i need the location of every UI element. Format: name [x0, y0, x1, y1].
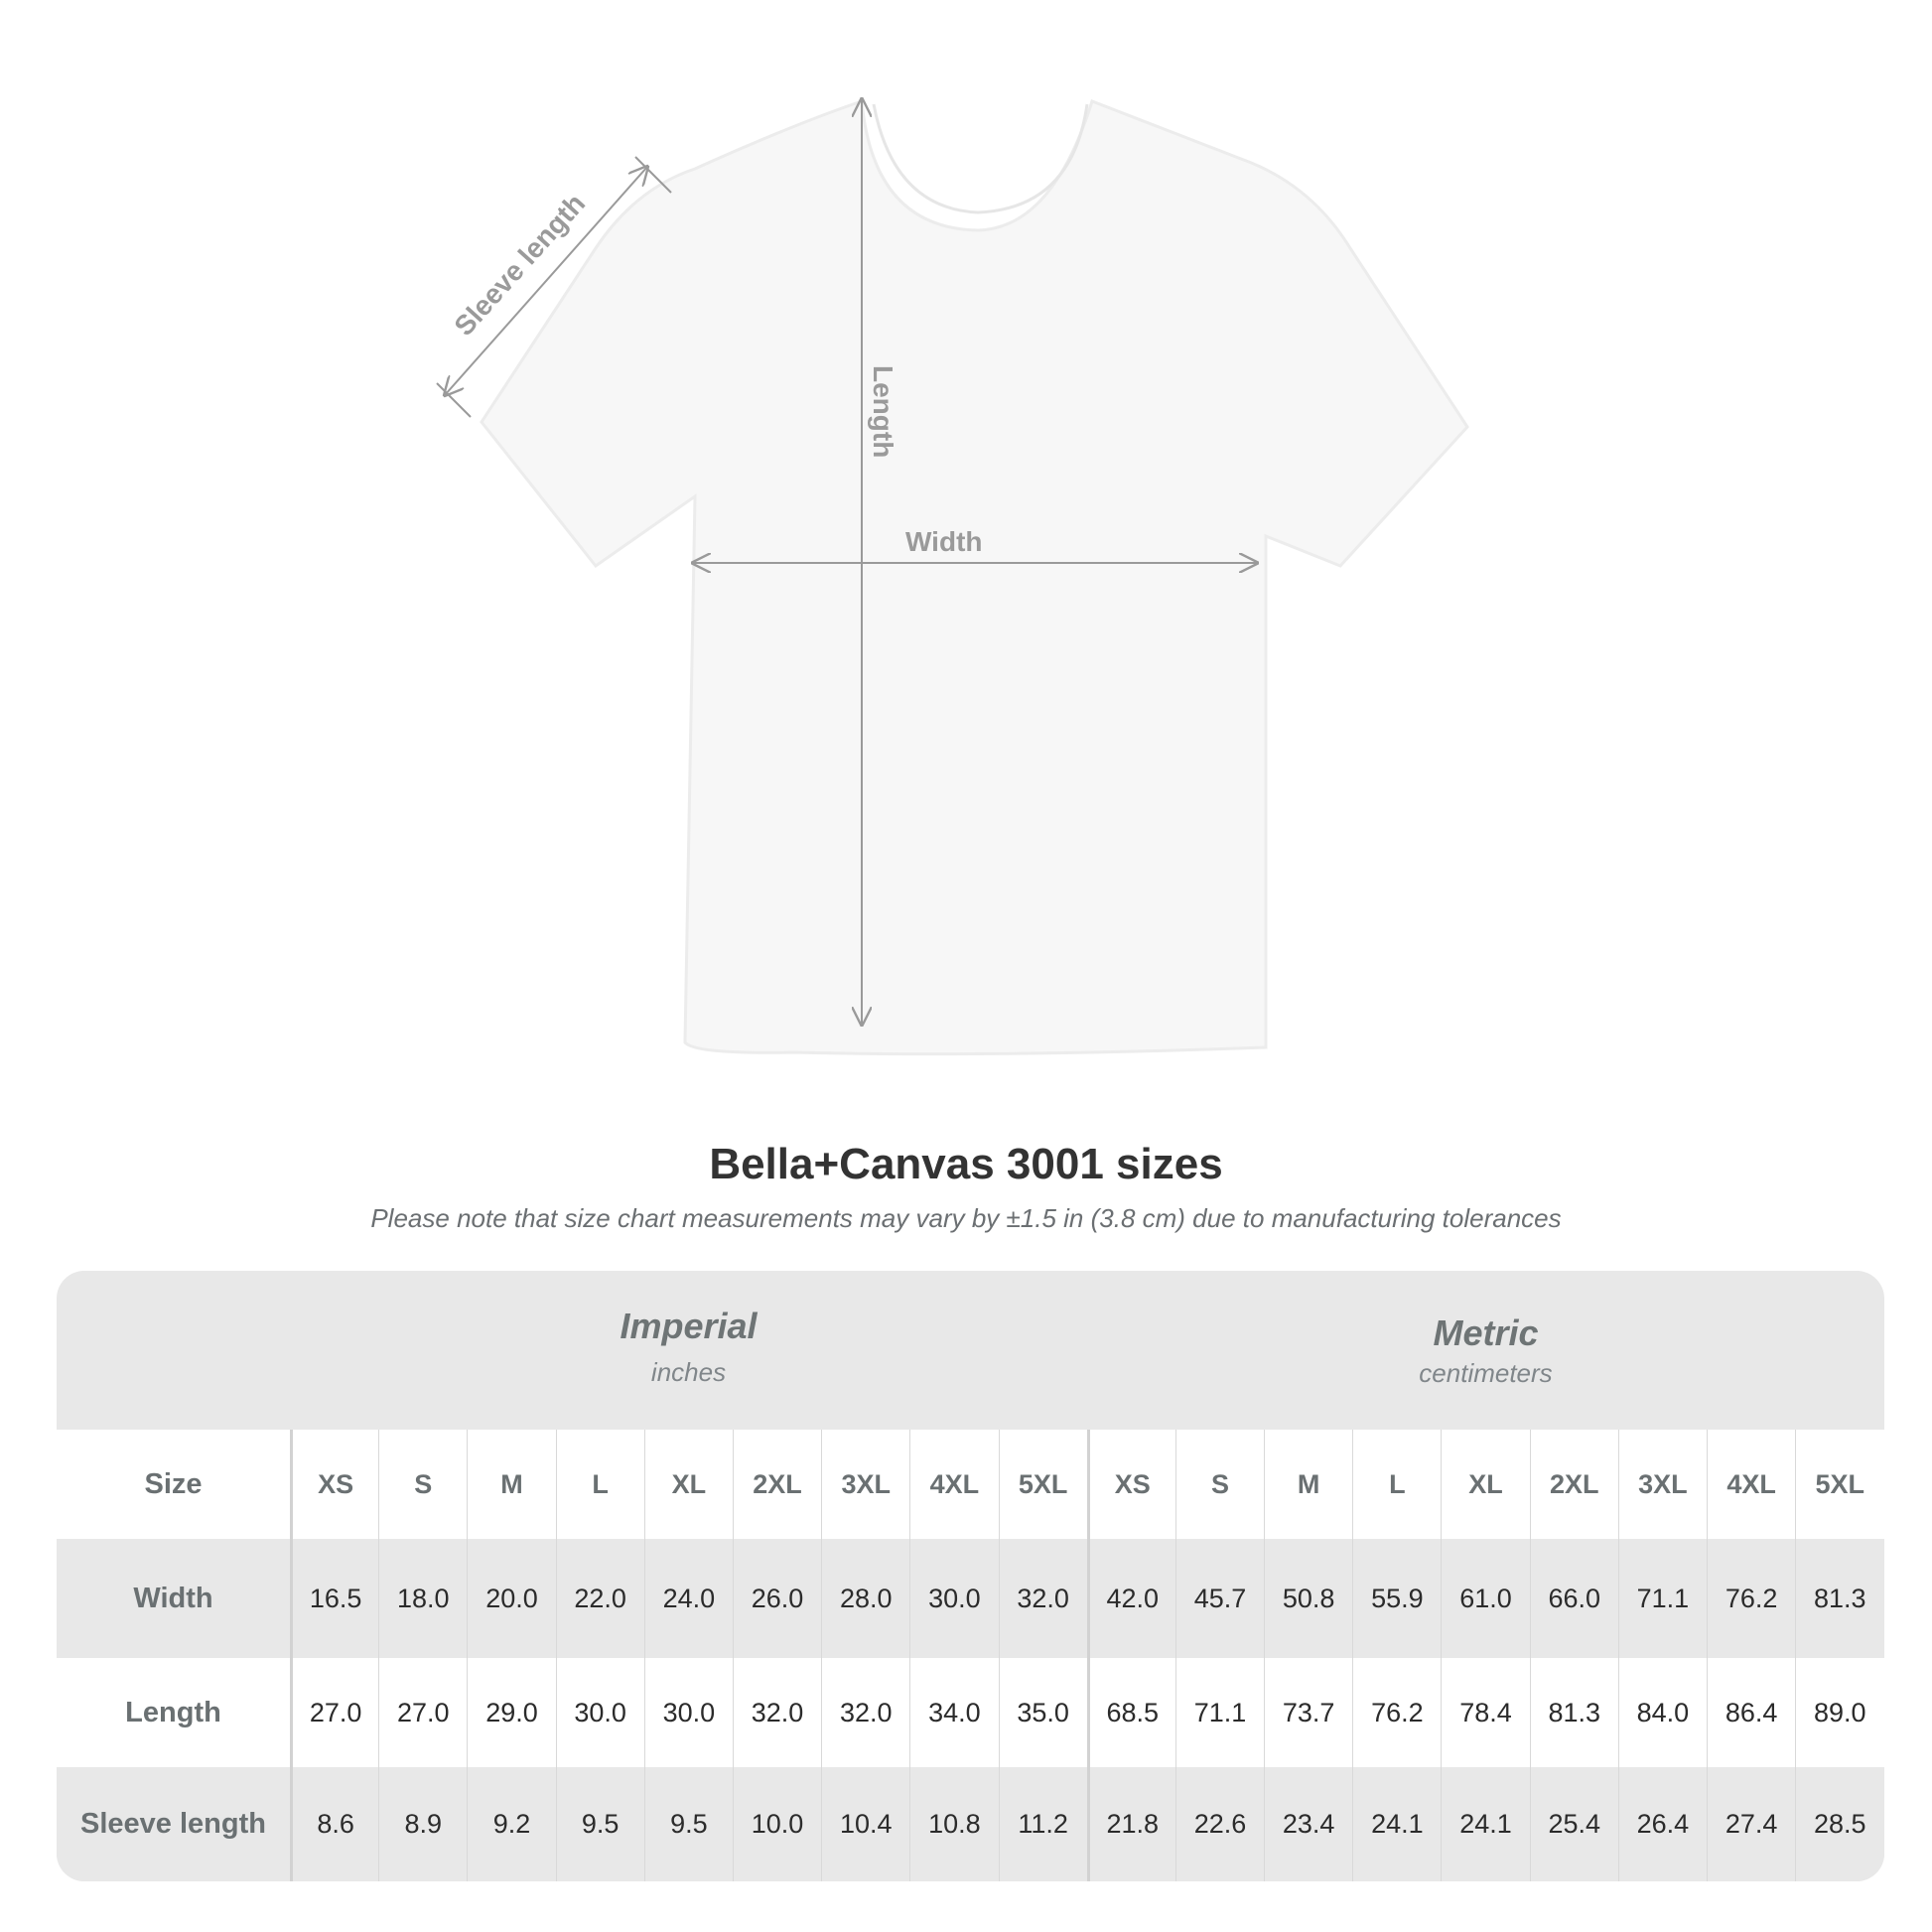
imperial-value-cell: 30.0 — [555, 1658, 644, 1767]
metric-value-cell: 24.1 — [1441, 1767, 1529, 1881]
row-label: Sleeve length — [80, 1808, 266, 1840]
metric-value-cell: 25.4 — [1529, 1767, 1618, 1881]
size-chart-table: Imperial inches Metric centimeters Size X… — [57, 1271, 1884, 1881]
metric-value-cell: 66.0 — [1529, 1539, 1618, 1658]
metric-title: Metric — [1433, 1312, 1539, 1353]
size-header-row: Size XS S M L XL 2XL 3XL 4XL 5XL XS S M L XL 2XL 3XL 4XL 5… — [57, 1430, 1884, 1539]
metric-size-S: S — [1174, 1430, 1264, 1539]
metric-value-cell: 27.4 — [1707, 1767, 1795, 1881]
metric-value-cell: 76.2 — [1707, 1539, 1795, 1658]
metric-value-cell: 45.7 — [1174, 1539, 1264, 1658]
metric-value-cell: 22.6 — [1174, 1767, 1264, 1881]
imperial-value-cell: 20.0 — [467, 1539, 555, 1658]
metric-unit: centimeters — [1419, 1358, 1553, 1388]
imperial-value-cell: 9.5 — [555, 1767, 644, 1881]
imperial-value-cell: 27.0 — [378, 1658, 467, 1767]
table-row: Width 16.5 18.0 20.0 22.0 24.0 26.0 28.0 30.0 32.… — [57, 1539, 1884, 1658]
metric-value-cell: 81.3 — [1795, 1539, 1883, 1658]
table-row: Length 27.0 27.0 29.0 30.0 30.0 32.0 32.0 34.0 35… — [57, 1658, 1884, 1767]
imperial-value-cell: 18.0 — [378, 1539, 467, 1658]
metric-size-M: M — [1264, 1430, 1352, 1539]
table-row: Sleeve length 8.6 8.9 9.2 9.5 9.5 10.0 10.4 10.8… — [57, 1767, 1884, 1881]
tolerance-note: Please note that size chart measurements… — [370, 1203, 1562, 1233]
imperial-value-cell: 11.2 — [998, 1767, 1087, 1881]
tshirt-measurement-diagram: Sleeve length Length Width — [436, 0, 1469, 1056]
metric-value-cell: 71.1 — [1174, 1658, 1264, 1767]
metric-value-cell: 50.8 — [1264, 1539, 1352, 1658]
imperial-value-cell: 22.0 — [555, 1539, 644, 1658]
metric-value-cell: 78.4 — [1441, 1658, 1529, 1767]
imperial-value-cell: 30.0 — [643, 1658, 733, 1767]
row-label: Length — [125, 1696, 221, 1728]
imperial-value-cell: 29.0 — [467, 1658, 555, 1767]
row-label: Width — [133, 1582, 213, 1614]
metric-value-cell: 86.4 — [1707, 1658, 1795, 1767]
metric-size-5XL: 5XL — [1795, 1430, 1883, 1539]
metric-value-cell: 71.1 — [1617, 1539, 1707, 1658]
imperial-size-4XL: 4XL — [909, 1430, 998, 1539]
imperial-size-XL: XL — [643, 1430, 733, 1539]
metric-value-cell: 28.5 — [1795, 1767, 1883, 1881]
imperial-title: Imperial — [620, 1306, 758, 1346]
metric-value-cell: 42.0 — [1086, 1539, 1175, 1658]
page-title: Bella+Canvas 3001 sizes — [709, 1140, 1223, 1188]
imperial-value-cell: 24.0 — [643, 1539, 733, 1658]
imperial-value-cell: 30.0 — [909, 1539, 998, 1658]
imperial-value-cell: 32.0 — [998, 1539, 1087, 1658]
metric-size-2XL: 2XL — [1529, 1430, 1618, 1539]
imperial-value-cell: 10.0 — [732, 1767, 821, 1881]
imperial-value-cell: 34.0 — [909, 1658, 998, 1767]
imperial-value-cell: 8.6 — [290, 1767, 378, 1881]
imperial-value-cell: 10.4 — [821, 1767, 909, 1881]
imperial-size-XS: XS — [290, 1430, 378, 1539]
imperial-size-3XL: 3XL — [821, 1430, 909, 1539]
metric-header: Metric centimeters — [1087, 1312, 1884, 1389]
imperial-header: Imperial inches — [290, 1306, 1087, 1388]
imperial-size-L: L — [555, 1430, 644, 1539]
imperial-size-M: M — [467, 1430, 555, 1539]
metric-size-3XL: 3XL — [1617, 1430, 1707, 1539]
imperial-value-cell: 8.9 — [378, 1767, 467, 1881]
metric-value-cell: 21.8 — [1086, 1767, 1175, 1881]
metric-size-XL: XL — [1441, 1430, 1529, 1539]
imperial-value-cell: 35.0 — [998, 1658, 1087, 1767]
width-label: Width — [905, 526, 983, 557]
length-label: Length — [868, 365, 898, 458]
metric-size-4XL: 4XL — [1707, 1430, 1795, 1539]
imperial-value-cell: 16.5 — [290, 1539, 378, 1658]
metric-value-cell: 23.4 — [1264, 1767, 1352, 1881]
imperial-value-cell: 28.0 — [821, 1539, 909, 1658]
imperial-value-cell: 9.2 — [467, 1767, 555, 1881]
imperial-value-cell: 32.0 — [732, 1658, 821, 1767]
metric-value-cell: 68.5 — [1086, 1658, 1175, 1767]
imperial-value-cell: 32.0 — [821, 1658, 909, 1767]
tshirt-image — [480, 98, 1469, 1056]
metric-size-XS: XS — [1086, 1430, 1175, 1539]
sleeve-length-arrow — [445, 167, 647, 395]
metric-value-cell: 55.9 — [1352, 1539, 1441, 1658]
imperial-value-cell: 26.0 — [732, 1539, 821, 1658]
metric-value-cell: 26.4 — [1617, 1767, 1707, 1881]
size-header-label: Size — [144, 1467, 203, 1500]
metric-value-cell: 89.0 — [1795, 1658, 1883, 1767]
metric-value-cell: 76.2 — [1352, 1658, 1441, 1767]
metric-value-cell: 61.0 — [1441, 1539, 1529, 1658]
imperial-value-cell: 27.0 — [290, 1658, 378, 1767]
imperial-unit: inches — [650, 1357, 727, 1387]
imperial-value-cell: 10.8 — [909, 1767, 998, 1881]
metric-value-cell: 81.3 — [1529, 1658, 1618, 1767]
metric-value-cell: 73.7 — [1264, 1658, 1352, 1767]
metric-value-cell: 24.1 — [1352, 1767, 1441, 1881]
imperial-size-2XL: 2XL — [732, 1430, 821, 1539]
metric-value-cell: 84.0 — [1617, 1658, 1707, 1767]
imperial-size-S: S — [378, 1430, 467, 1539]
metric-size-L: L — [1352, 1430, 1441, 1539]
imperial-size-5XL: 5XL — [998, 1430, 1087, 1539]
imperial-value-cell: 9.5 — [643, 1767, 733, 1881]
